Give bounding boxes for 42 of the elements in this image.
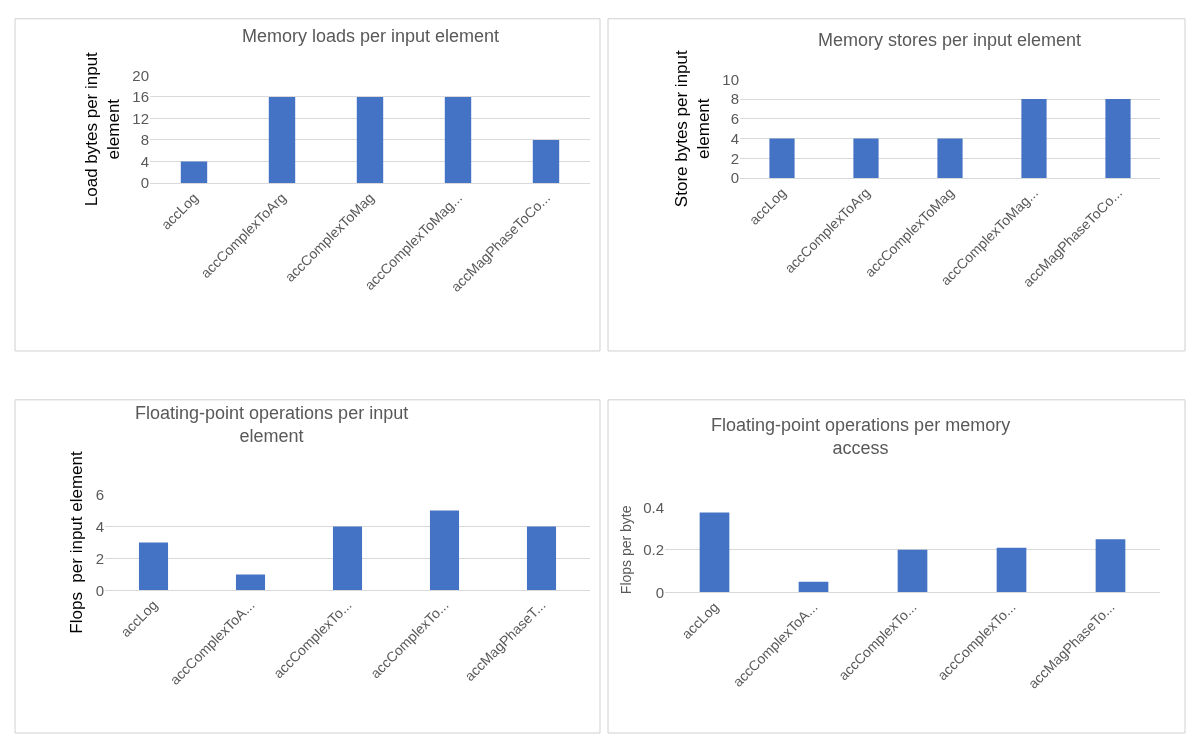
y-axis-title: Flops per input element (67, 451, 87, 634)
y-tick-label: 0 (95, 581, 104, 599)
y-tick-label: 0 (655, 583, 664, 601)
chart-title: Memory loads per input element (242, 26, 500, 46)
bar (699, 512, 730, 593)
y-tick-label: 8 (730, 90, 739, 108)
y-tick-label: 6 (95, 485, 104, 503)
y-tick-label: 2 (730, 149, 739, 167)
y-axis-title: Store bytes per input element (671, 49, 713, 208)
y-tick-label: 16 (132, 88, 149, 106)
bar (180, 161, 208, 183)
bar (532, 139, 560, 183)
bar (897, 549, 928, 593)
y-tick-label: 4 (95, 517, 104, 535)
y-tick-label: 0.4 (643, 498, 664, 516)
y-tick-label: 4 (140, 152, 149, 170)
y-tick-label: 8 (140, 131, 149, 149)
y-tick-label: 0 (730, 169, 739, 187)
y-tick-label: 6 (730, 110, 739, 128)
y-axis-title: Flops per byte (617, 505, 634, 595)
bar (996, 547, 1027, 593)
bar (1095, 539, 1126, 593)
chart-title: Memory stores per input element (818, 30, 1082, 50)
bar (332, 526, 363, 591)
bar (429, 510, 460, 591)
y-axis-title: Load bytes per input element (81, 51, 123, 207)
bar (444, 96, 472, 183)
chart-title: Floating-point operations per memory access (711, 415, 1011, 459)
y-tick-label: 4 (730, 129, 739, 147)
bar (356, 96, 384, 183)
y-tick-label: 2 (95, 549, 104, 567)
bar (138, 542, 169, 591)
y-tick-label: 0 (140, 174, 149, 192)
bar (235, 574, 266, 591)
y-tick-label: 10 (722, 70, 739, 88)
bar (268, 96, 296, 183)
y-tick-label: 0.2 (643, 541, 664, 559)
y-tick-label: 12 (132, 109, 149, 127)
y-tick-label: 20 (132, 66, 149, 84)
chart-title: Floating-point operations per input element (135, 403, 409, 447)
bar (526, 526, 557, 591)
bar (798, 581, 829, 593)
